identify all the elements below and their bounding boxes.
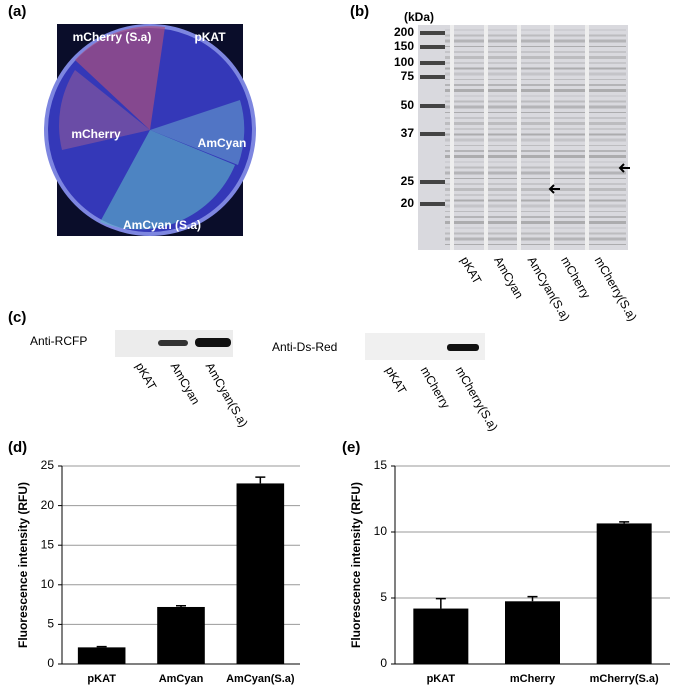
panel-label: (e) [342,439,360,456]
error-bar [96,645,107,648]
blot-lane-label: pKAT [383,364,410,397]
marker-label: 75 [401,69,415,83]
charts: (d) Fluorescence intensity (RFU) 0 5 10 15 20 2… [8,439,670,685]
panel-label: (a) [8,3,26,20]
gel-lane-gap [585,25,589,250]
sector [100,130,235,230]
panel-label: (b) [350,3,369,20]
y-tick-label: 0 [47,656,54,670]
gel-lane-gap [550,25,554,250]
lane-label: pKAT [458,254,485,287]
blot-lane-label: mCherry(S.a) [453,364,501,433]
error-bar [255,476,266,484]
sector-label: pKAT [194,30,226,44]
sector [59,70,151,150]
blot-band [158,340,188,346]
blot-lane-label: AmCyan [168,360,203,407]
ladder-band [420,45,445,49]
bar [157,606,205,664]
blot-band [447,344,479,351]
sector-label: AmCyan (S.a) [123,218,201,232]
error-bar [527,595,538,602]
x-tick-label: AmCyan(S.a) [226,673,295,685]
bar [596,523,652,664]
bar [505,601,560,664]
y-axis-label: Fluorescence intensity (RFU) [16,482,30,648]
marker-label: 100 [394,55,414,69]
gel-lane-gap [484,25,488,250]
antibody: Anti-RCFP [30,334,87,348]
y-tick-label: 5 [47,617,54,631]
blot-lane-labels: pKAT AmCyan AmCyan(S.a) pKAT mCherry mCherry(… [133,360,501,433]
bar [413,608,469,664]
marker-label: 25 [401,174,415,188]
y-tick-label: 5 [380,590,387,604]
marker-label: 200 [394,25,414,39]
ladder-band [420,31,445,35]
panel-label: (d) [8,439,27,456]
y-tick-label: 20 [41,498,55,512]
lane-label: mCherry(S.a) [592,254,640,323]
x-tick-label: pKAT [87,673,116,685]
arrow [618,163,630,173]
error-bar [435,597,446,609]
sector-label: mCherry (S.a) [73,30,152,44]
sector [150,100,245,165]
blot-lane-label: AmCyan(S.a) [203,360,251,429]
x-tick-label: pKAT [427,673,456,685]
bar [236,483,285,664]
y-tick-label: 15 [41,537,55,551]
blot-lane-label: mCherry [418,364,453,411]
y-axis-label: Fluorescence intensity (RFU) [349,482,363,648]
y-tick-label: 10 [41,577,55,591]
blot-band [195,338,231,347]
sector-label: mCherry [71,127,121,141]
blot-lane-label: pKAT [133,360,160,393]
lane-label: mCherry [558,254,593,301]
ladder-band [420,202,445,206]
x-tick-label: mCherry(S.a) [590,673,659,685]
gel-lane-gap [517,25,521,250]
y-tick-label: 10 [374,524,388,538]
y-tick-label: 15 [374,458,388,472]
sector-label: AmCyan [198,136,247,150]
marker-label: 150 [394,39,414,53]
marker-label: 37 [401,126,415,140]
ladder-band [420,104,445,108]
y-tick-label: 25 [41,458,55,472]
ladder-band [420,180,445,184]
x-tick-label: mCherry [510,673,556,685]
gel-lane-gap [450,25,454,250]
y-tick-label: 0 [380,656,387,670]
sector [75,26,165,131]
error-bar [619,521,630,524]
arrow [548,184,560,194]
unit: (kDa) [404,10,434,24]
bar [77,647,126,664]
marker-label: 20 [401,196,415,210]
ladder-band [420,132,445,136]
marker-label: 50 [401,98,415,112]
ladder-band [420,61,445,65]
lane-label: AmCyan [491,254,526,301]
antibody: Anti-Ds-Red [272,340,337,354]
panel-label: (c) [8,309,26,326]
x-tick-label: AmCyan [159,673,204,685]
ladder-band [420,75,445,79]
error-bar [176,605,186,607]
gel-bands [420,25,626,250]
